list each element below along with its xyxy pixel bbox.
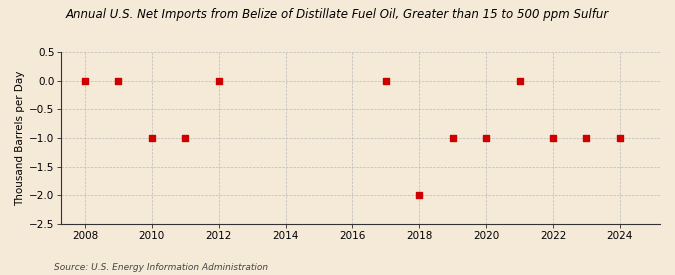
Point	[146, 136, 157, 140]
Point	[414, 193, 425, 197]
Point	[381, 78, 392, 83]
Point	[547, 136, 558, 140]
Text: Source: U.S. Energy Information Administration: Source: U.S. Energy Information Administ…	[54, 263, 268, 272]
Point	[581, 136, 592, 140]
Point	[448, 136, 458, 140]
Point	[213, 78, 224, 83]
Point	[514, 78, 525, 83]
Point	[180, 136, 190, 140]
Y-axis label: Thousand Barrels per Day: Thousand Barrels per Day	[15, 70, 25, 206]
Point	[80, 78, 90, 83]
Point	[481, 136, 491, 140]
Text: Annual U.S. Net Imports from Belize of Distillate Fuel Oil, Greater than 15 to 5: Annual U.S. Net Imports from Belize of D…	[66, 8, 609, 21]
Point	[614, 136, 625, 140]
Point	[113, 78, 124, 83]
